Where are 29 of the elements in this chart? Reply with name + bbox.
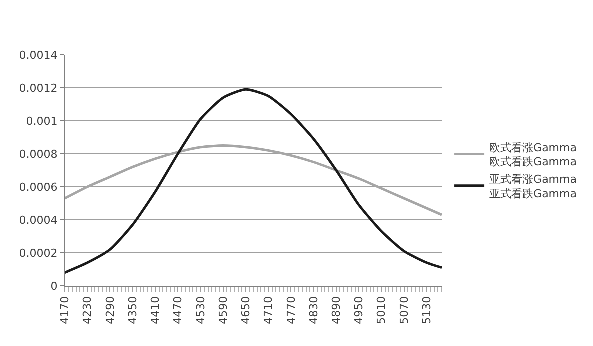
y-tick-label: 0.0008 [19,148,58,161]
x-tick-label: 4650 [240,296,253,324]
x-tick-label: 5130 [420,296,434,324]
x-tick-label: 4350 [126,296,140,324]
x-tick-label: 4410 [149,296,162,324]
x-tick-label: 4530 [194,296,208,324]
x-tick-label: 5070 [398,296,411,324]
y-tick-label: 0.0004 [19,214,58,227]
legend-label: 欧式看涨Gamma 欧式看跌Gamma [490,141,577,169]
x-tick-label: 4290 [104,296,117,324]
x-tick-label: 5010 [375,296,388,324]
y-tick-label: 0.0002 [19,246,58,260]
x-tick-label: 4950 [352,296,366,324]
x-tick-label: 4230 [81,296,94,324]
line-series [65,88,442,274]
x-tick-label: 4470 [172,296,185,324]
y-tick-label: 0.0014 [19,48,58,62]
x-tick-label: 4770 [284,296,298,324]
legend-label: 亚式看涨Gamma 亚式看跌Gamma [490,173,577,200]
y-tick-label: 0.0006 [19,180,58,194]
y-tick-label: 0.0012 [19,82,58,95]
x-tick-label: 4170 [58,296,72,324]
x-tick-label: 4890 [330,296,344,324]
x-tick-label: 4830 [307,296,320,324]
y-tick-label: 0.001 [26,114,58,128]
line-series [65,144,442,216]
y-tick-label: 0 [50,280,58,293]
x-tick-label: 4590 [216,296,230,324]
x-tick-label: 4710 [262,296,276,324]
